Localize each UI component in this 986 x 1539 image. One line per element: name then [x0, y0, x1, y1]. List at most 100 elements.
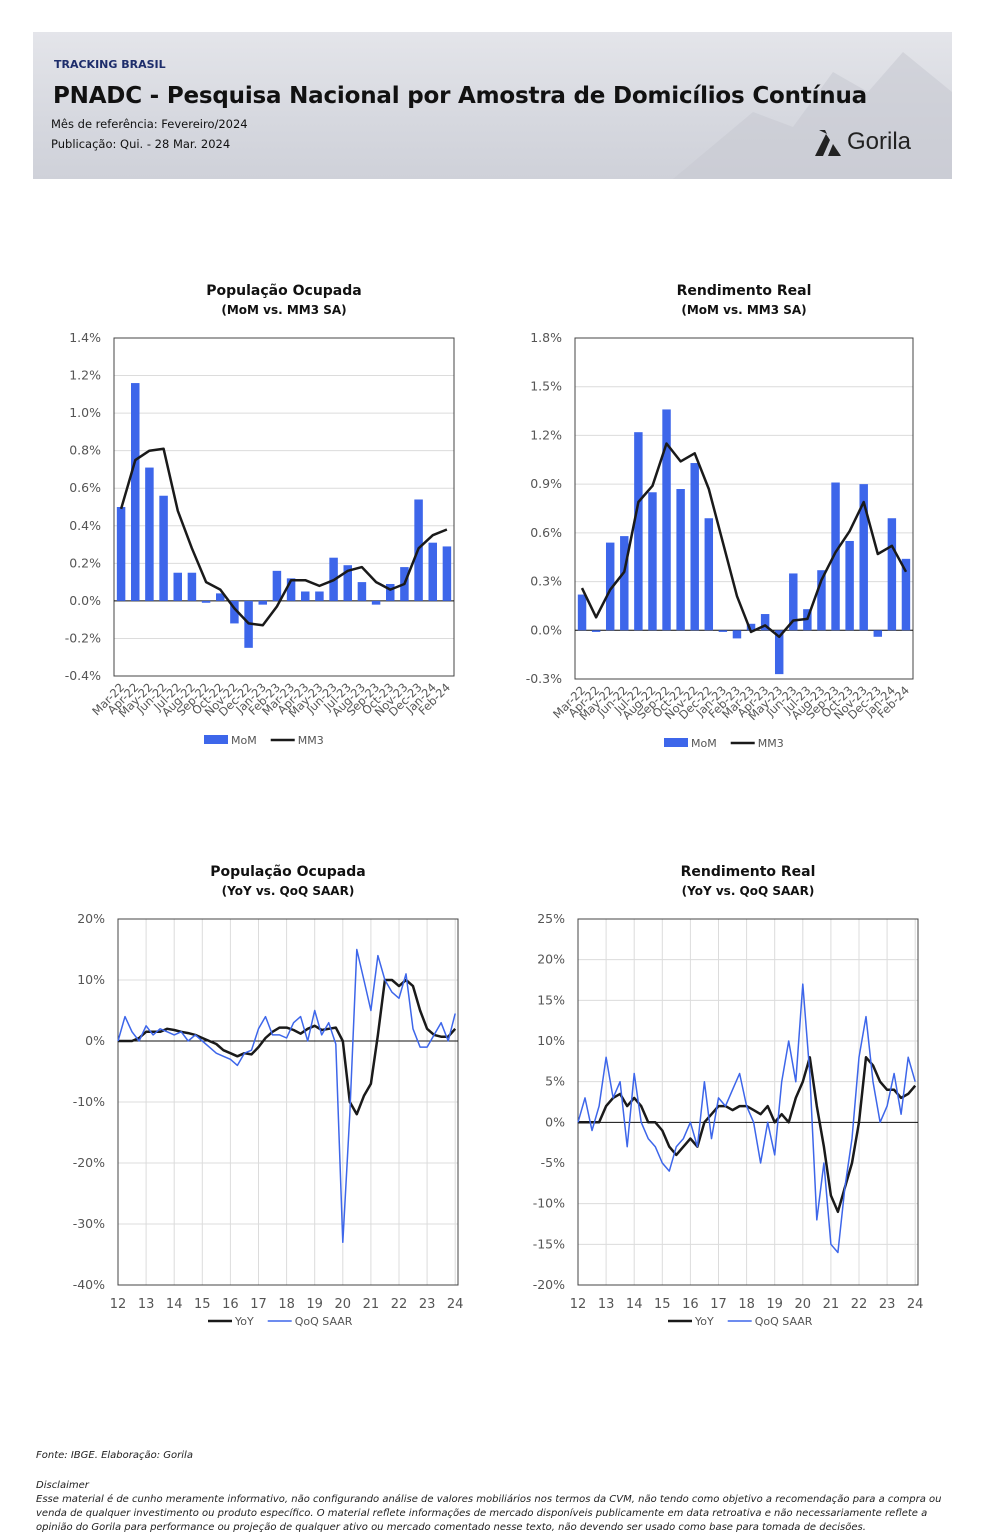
bar [272, 570, 282, 601]
chart-title: Rendimento Real [681, 864, 816, 880]
x-tick-label: 15 [654, 1297, 671, 1312]
header-tag: TRACKING BRASIL [54, 58, 166, 71]
x-tick-label: 15 [194, 1297, 211, 1312]
footer: Fonte: IBGE. Elaboração: Gorila Disclaim… [36, 1449, 948, 1535]
bar [159, 495, 168, 601]
bar [774, 630, 784, 675]
x-tick-label: 24 [447, 1297, 464, 1312]
bar [301, 591, 310, 601]
y-tick-label: 20% [77, 911, 105, 926]
chart-title: População Ocupada [210, 864, 365, 880]
x-tick-label: 17 [710, 1297, 727, 1312]
x-tick-label: 21 [363, 1297, 380, 1312]
x-tick-label: 22 [391, 1297, 408, 1312]
legend-label: QoQ SAAR [295, 1315, 353, 1328]
x-tick-label: 14 [626, 1297, 643, 1312]
y-tick-label: -10% [533, 1196, 565, 1211]
y-tick-label: -0.4% [65, 668, 101, 683]
y-tick-label: 0.8% [69, 443, 101, 458]
bar [201, 600, 211, 603]
y-tick-label: 0.2% [69, 555, 101, 570]
chart-subtitle: (YoY vs. QoQ SAAR) [222, 884, 355, 898]
y-tick-label: 1.5% [530, 379, 562, 394]
y-tick-label: -10% [73, 1094, 105, 1109]
y-tick-label: 0.0% [69, 593, 101, 608]
y-tick-label: 0% [545, 1114, 565, 1129]
x-tick-label: 12 [570, 1297, 587, 1312]
logo-icon [815, 130, 841, 156]
bar [676, 489, 685, 631]
bar [845, 540, 854, 631]
bar [634, 432, 643, 631]
x-tick-label: 20 [335, 1297, 352, 1312]
bar [145, 467, 154, 601]
legend-swatch [664, 738, 688, 747]
chart-title: Rendimento Real [677, 283, 812, 299]
source: Fonte: IBGE. Elaboração: Gorila [36, 1450, 193, 1461]
line [118, 978, 457, 1116]
x-tick-label: 18 [278, 1297, 295, 1312]
y-tick-label: 5% [545, 1074, 565, 1089]
legend-label: MM3 [298, 734, 324, 747]
disclaimer-text: Esse material é de cunho meramente infor… [36, 1494, 942, 1533]
y-tick-label: -30% [73, 1216, 105, 1231]
chart-title: População Ocupada [206, 283, 361, 299]
x-tick-label: 12 [110, 1297, 127, 1312]
legend-label: MoM [691, 737, 717, 750]
y-tick-label: 0.3% [530, 574, 562, 589]
bar [662, 409, 671, 631]
x-tick-label: 16 [682, 1297, 699, 1312]
y-tick-label: 0% [85, 1033, 105, 1048]
y-tick-label: 0.9% [530, 476, 562, 491]
bar [901, 558, 911, 631]
y-tick-label: 1.2% [69, 368, 101, 383]
bar [718, 630, 728, 632]
y-tick-label: -20% [73, 1155, 105, 1170]
y-tick-label: 1.0% [69, 405, 101, 420]
bar [760, 614, 770, 631]
bar [357, 582, 367, 601]
y-tick-label: -0.3% [526, 671, 562, 686]
bar [873, 630, 883, 637]
bar [286, 578, 296, 601]
bar [230, 600, 239, 624]
bar [704, 518, 714, 631]
header-title: PNADC - Pesquisa Nacional por Amostra de… [53, 83, 867, 109]
y-tick-label: 25% [537, 911, 565, 926]
chart-subtitle: (MoM vs. MM3 SA) [681, 303, 806, 317]
bar [187, 572, 197, 601]
bar [690, 463, 699, 631]
plot-frame [113, 337, 455, 677]
x-tick-label: 21 [823, 1297, 840, 1312]
x-tick-label: 23 [419, 1297, 436, 1312]
bar [442, 546, 452, 601]
x-tick-label: 19 [766, 1297, 783, 1312]
y-tick-label: 20% [537, 952, 565, 967]
x-tick-label: 23 [879, 1297, 896, 1312]
header: TRACKING BRASIL PNADC - Pesquisa Naciona… [33, 32, 952, 179]
bar [131, 383, 140, 601]
legend-label: MoM [231, 734, 257, 747]
line [577, 983, 916, 1254]
logo-text: Gorila [847, 128, 912, 155]
y-tick-label: 1.2% [530, 427, 562, 442]
bar [315, 591, 324, 601]
legend-label: QoQ SAAR [755, 1315, 813, 1328]
bar [859, 484, 868, 631]
bar [216, 593, 225, 601]
bar [591, 630, 601, 632]
x-tick-label: 16 [222, 1297, 239, 1312]
plot-frame [574, 337, 914, 680]
bar [173, 572, 182, 601]
line [117, 948, 456, 1244]
y-tick-label: 0.4% [69, 518, 101, 533]
logo: Gorila [811, 128, 911, 162]
bar [428, 542, 437, 601]
bar [371, 600, 381, 605]
x-tick-label: 19 [306, 1297, 323, 1312]
y-tick-label: 10% [77, 972, 105, 987]
chart-subtitle: (YoY vs. QoQ SAAR) [682, 884, 815, 898]
y-tick-label: 1.8% [530, 330, 562, 345]
legend-label: YoY [234, 1315, 254, 1328]
